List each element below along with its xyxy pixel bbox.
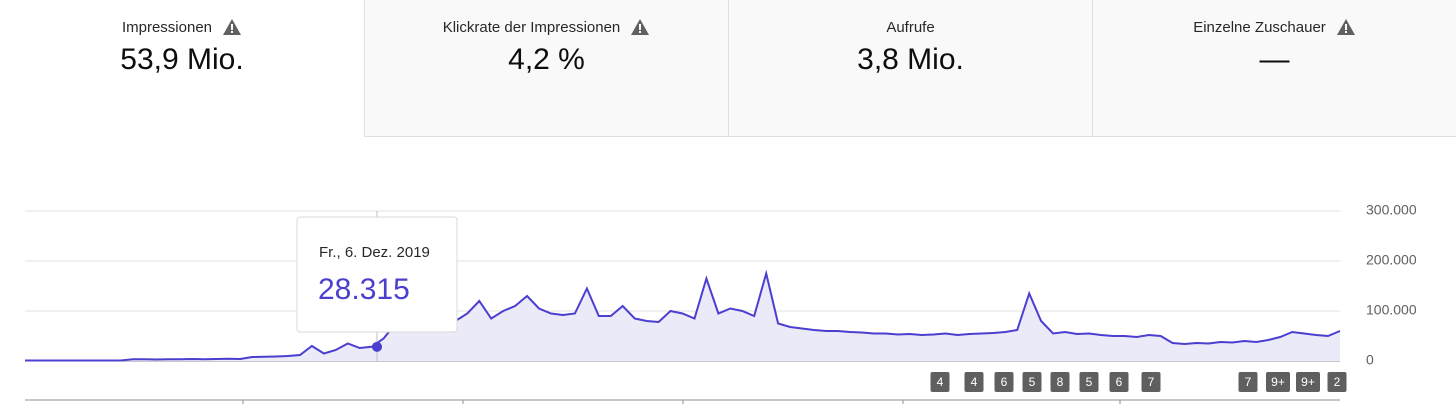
tab-value: — (1259, 43, 1290, 76)
tab-label: Impressionen (121, 18, 213, 36)
event-marker (1141, 372, 1161, 392)
event-marker (1022, 372, 1042, 392)
tab-label-row: Klickrate der Impressionen (365, 17, 728, 37)
tab-label-row: Impressionen (0, 17, 364, 37)
y-tick-label: 200.000 (1366, 252, 1417, 268)
event-marker-label: 4 (937, 375, 944, 389)
tooltip-value: 28.315 (318, 273, 410, 306)
y-tick-label: 0 (1366, 352, 1374, 368)
tab-value: 53,9 Mio. (120, 43, 244, 76)
y-tick-label: 100.000 (1366, 302, 1417, 318)
event-marker (1050, 372, 1070, 392)
event-marker-label: 6 (1001, 375, 1008, 389)
event-marker-label: 5 (1086, 375, 1093, 389)
event-marker (1327, 372, 1347, 392)
hover-dot (372, 341, 382, 352)
event-marker (1266, 372, 1290, 392)
metric-tab[interactable]: Klickrate der Impressionen 4,2 % (364, 0, 728, 137)
warning-icon (1336, 19, 1355, 35)
event-marker (994, 372, 1014, 392)
tab-label: Aufrufe (886, 18, 935, 36)
tab-label: Klickrate der Impressionen (442, 18, 621, 36)
tooltip-box (296, 216, 458, 333)
area (25, 273, 1340, 361)
tooltip: Fr., 6. Dez. 2019 28.315 (296, 216, 458, 333)
line (25, 269, 1341, 362)
event-marker (1109, 372, 1129, 392)
tab-label-row: Aufrufe (729, 17, 1092, 37)
warning-icon (631, 19, 650, 35)
metric-tab[interactable]: Impressionen 53,9 Mio. (0, 0, 364, 137)
tab-label: Einzelne Zuschauer (1193, 18, 1326, 36)
metric-tab[interactable]: Einzelne Zuschauer — (1092, 0, 1456, 137)
y-tick-label: 300.000 (1366, 202, 1417, 218)
metric-tabs: Impressionen 53,9 Mio. Klickrate der Impre… (0, 0, 1456, 137)
event-marker (1238, 372, 1258, 392)
event-marker-label: 9+ (1301, 375, 1315, 389)
event-marker (1079, 372, 1099, 392)
event-marker-label: 9+ (1271, 375, 1285, 389)
event-marker-label: 4 (971, 375, 978, 389)
metric-tab[interactable]: Aufrufe 3,8 Mio. (728, 0, 1092, 137)
event-marker-label: 8 (1057, 375, 1064, 389)
event-marker-label: 6 (1116, 375, 1123, 389)
event-marker (1296, 372, 1320, 392)
tab-value: 3,8 Mio. (857, 43, 964, 76)
event-marker-label: 2 (1334, 375, 1341, 389)
tooltip-date: Fr., 6. Dez. 2019 (319, 244, 430, 261)
event-marker-label: 7 (1148, 375, 1155, 389)
chart: 0 100.000 200.000 300.000 Fr., 6. Dez. 2019 2… (25, 202, 1417, 404)
event-marker-label: 5 (1029, 375, 1036, 389)
tab-value: 4,2 % (508, 43, 585, 76)
event-marker (964, 372, 984, 392)
tab-label-row: Einzelne Zuschauer (1093, 17, 1456, 37)
event-marker-label: 7 (1245, 375, 1252, 389)
warning-icon (223, 19, 242, 35)
event-marker (930, 372, 950, 392)
